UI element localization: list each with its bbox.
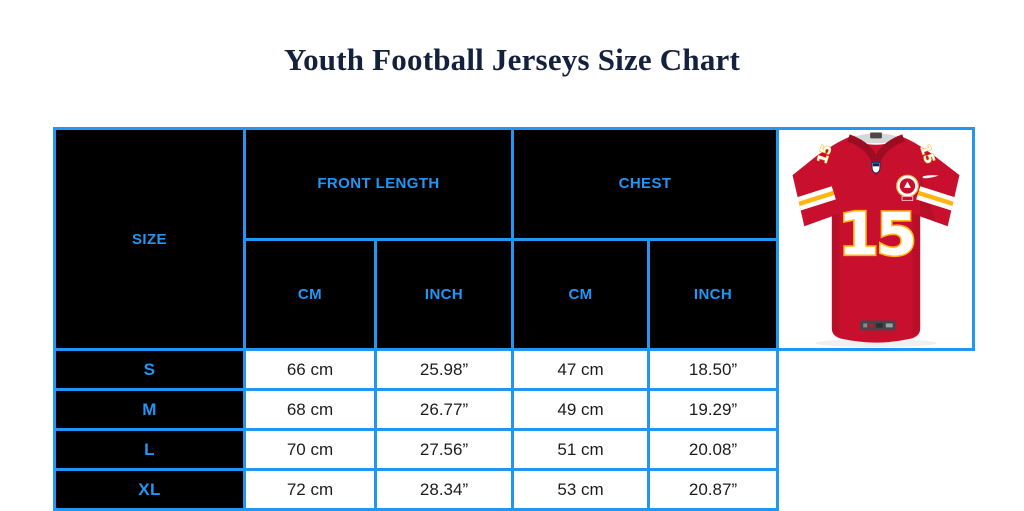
- front-length-cm: 66 cm: [243, 348, 377, 391]
- chest-inch: 19.29”: [647, 388, 780, 431]
- jersey-product-image-cell: 15 15 15: [776, 127, 976, 351]
- jock-tag: [859, 320, 896, 331]
- size-chart-page: Youth Football Jerseys Size Chart SIZE F…: [53, 42, 976, 511]
- neck-label: [869, 132, 882, 139]
- front-length-inch: 26.77”: [373, 388, 515, 431]
- front-length-inch: 25.98”: [373, 348, 515, 391]
- chest-inch: 18.50”: [647, 348, 780, 391]
- table-row-s: S 66 cm 25.98” 47 cm 18.50”: [53, 348, 974, 391]
- nike-swoosh-icon: [922, 175, 939, 179]
- team-patch-icon: [895, 174, 919, 202]
- table-row-m: M 68 cm 26.77” 49 cm 19.29”: [53, 388, 974, 431]
- chest-inch: 20.87”: [647, 468, 780, 511]
- size-label: XL: [53, 468, 246, 511]
- chest-cm: 47 cm: [511, 348, 651, 391]
- chest-cm: 49 cm: [511, 388, 651, 431]
- size-label: L: [53, 428, 246, 471]
- jersey-shadow: [814, 339, 937, 348]
- shoulder-number-right: 15: [916, 143, 937, 166]
- header-chest-inch: INCH: [647, 237, 780, 351]
- right-sleeve-stripe-gold: [917, 190, 959, 208]
- size-label: S: [53, 348, 246, 391]
- header-front-cm: CM: [243, 237, 377, 351]
- header-chest: CHEST: [511, 127, 780, 241]
- header-front-length: FRONT LENGTH: [242, 127, 515, 241]
- chest-number: 15: [837, 200, 913, 269]
- left-sleeve-stripe-gold: [792, 190, 834, 208]
- front-length-inch: 28.34”: [373, 468, 515, 511]
- jersey-image: 15 15 15: [792, 132, 959, 348]
- header-size: SIZE: [53, 127, 246, 351]
- header-chest-cm: CM: [511, 237, 651, 351]
- size-chart-table: SIZE FRONT LENGTH CHEST: [53, 127, 976, 511]
- size-label: M: [53, 388, 246, 431]
- front-length-inch: 27.56”: [373, 428, 515, 471]
- shoulder-number-left: 15: [814, 143, 835, 166]
- shading-right: [911, 214, 920, 335]
- shading-left: [831, 214, 840, 335]
- chest-cm: 51 cm: [511, 428, 651, 471]
- front-length-cm: 72 cm: [243, 468, 377, 511]
- chest-cm: 53 cm: [511, 468, 651, 511]
- front-length-cm: 70 cm: [243, 428, 377, 471]
- table-row-l: L 70 cm 27.56” 51 cm 20.08”: [53, 428, 974, 471]
- table-row-xl: XL 72 cm 28.34” 53 cm 20.87”: [53, 468, 974, 511]
- header-front-inch: INCH: [373, 237, 515, 351]
- page-title: Youth Football Jerseys Size Chart: [283, 42, 741, 77]
- nfl-shield-icon: [871, 161, 880, 174]
- chest-inch: 20.08”: [647, 428, 780, 471]
- front-length-cm: 68 cm: [243, 388, 377, 431]
